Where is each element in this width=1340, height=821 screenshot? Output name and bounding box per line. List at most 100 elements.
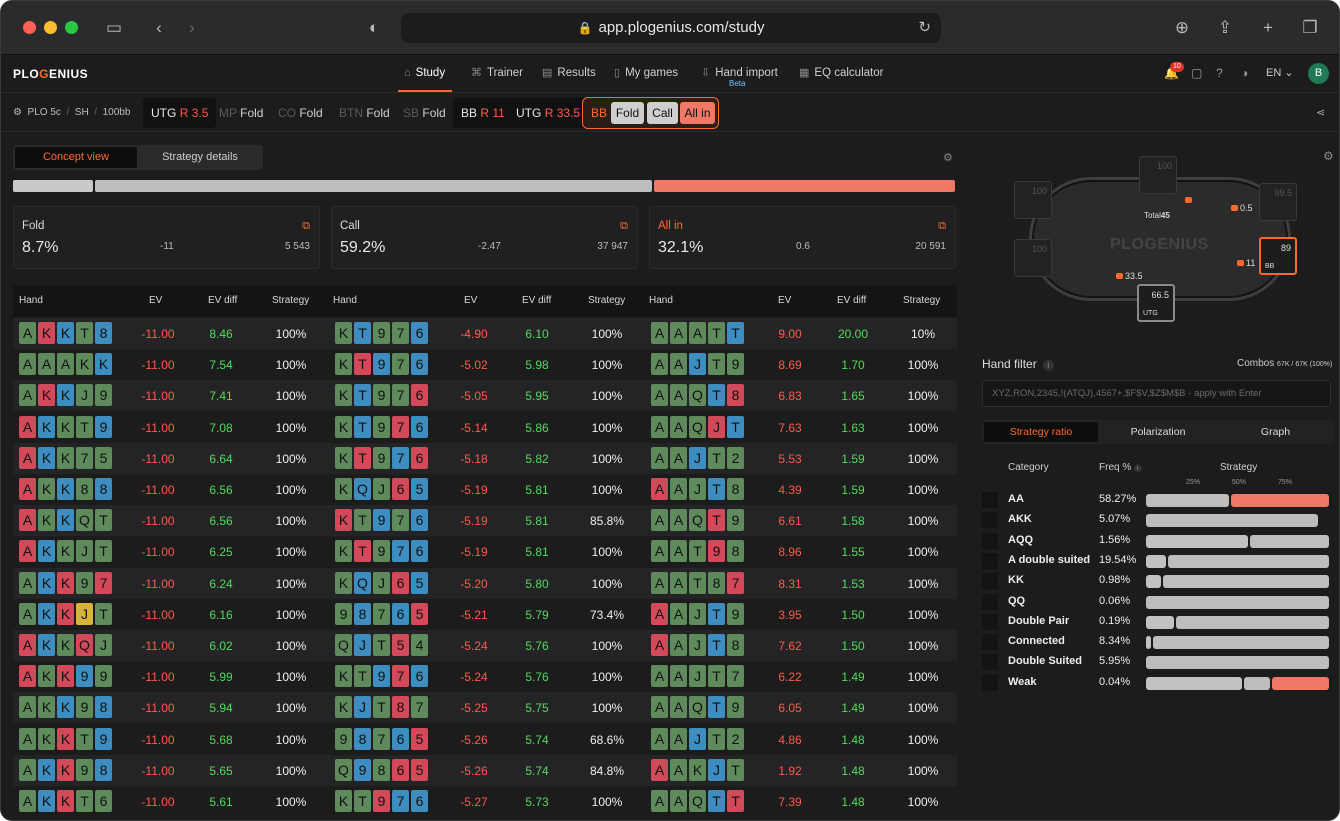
close-window-button[interactable] [23, 21, 36, 34]
fold-button[interactable]: Fold [611, 102, 644, 124]
table-row[interactable] [13, 505, 957, 537]
forward-icon[interactable]: › [189, 18, 195, 37]
path-step-co[interactable]: CO Fold [270, 98, 331, 128]
category-checkbox[interactable] [982, 654, 998, 671]
category-row[interactable]: KK 0.98% [982, 570, 1334, 590]
header-hand[interactable]: Hand [333, 295, 357, 306]
tab-polarization[interactable]: Polarization [1130, 426, 1186, 438]
download-icon[interactable]: ⊕ [1174, 18, 1190, 37]
table-row[interactable] [13, 754, 957, 786]
nav-my-games[interactable]: ▯ My games [614, 56, 678, 92]
table-row[interactable] [13, 786, 957, 817]
table-row[interactable] [13, 318, 957, 349]
copy-icon[interactable]: ⧉ [938, 220, 946, 232]
header-hand[interactable]: Hand [649, 295, 673, 306]
shield-icon[interactable]: ◐ [368, 18, 380, 37]
nav-trainer[interactable]: ⌘ Trainer [471, 56, 523, 92]
back-icon[interactable]: ‹ [156, 18, 162, 37]
tab-concept-view[interactable]: Concept view [15, 147, 137, 168]
info-icon[interactable]: i [1134, 465, 1142, 472]
help-icon[interactable]: ? [1216, 66, 1223, 80]
category-row[interactable]: A double suited 19.54% [982, 550, 1334, 570]
category-checkbox[interactable] [982, 674, 998, 691]
reload-icon[interactable]: ↻ [918, 19, 931, 36]
plogenius-logo[interactable]: PLOGENIUS [13, 67, 88, 81]
all-in-button[interactable]: All in [680, 102, 715, 124]
header-strategy[interactable]: Strategy [272, 295, 310, 306]
share-icon[interactable]: ⇪ [1217, 18, 1233, 37]
category-checkbox[interactable] [982, 552, 998, 569]
header-category[interactable]: Category [1008, 462, 1049, 473]
nav-eq-calculator[interactable]: ▦ EQ calculator [799, 56, 883, 92]
info-icon[interactable]: i [1042, 360, 1054, 371]
language-select[interactable]: EN ⌄ [1266, 67, 1294, 79]
table-row[interactable] [13, 349, 957, 381]
category-row[interactable]: Double Suited 5.95% [982, 651, 1334, 671]
call-button[interactable]: Call [647, 102, 678, 124]
category-row[interactable]: AKK 5.07% [982, 509, 1334, 529]
table-row[interactable] [13, 661, 957, 693]
seat-utg[interactable]: 66.5 UTG [1137, 284, 1175, 322]
address-bar[interactable]: 🔒 app.plogenius.com/study ↻ [401, 13, 941, 43]
path-step-utg-2[interactable]: UTG R 33.5 [508, 98, 589, 128]
path-step-utg[interactable]: UTG R 3.5 [143, 98, 217, 128]
theme-icon[interactable]: ◑ [1241, 66, 1249, 80]
table-row[interactable] [13, 630, 957, 661]
header-ev[interactable]: EV [464, 295, 478, 306]
category-checkbox[interactable] [982, 492, 998, 508]
table-row[interactable] [13, 536, 957, 568]
table-row[interactable] [13, 567, 957, 599]
table-row[interactable] [13, 692, 957, 724]
maximize-window-button[interactable] [65, 21, 78, 34]
category-checkbox[interactable] [982, 613, 998, 630]
sidebar-icon[interactable]: ▭ [105, 18, 123, 37]
share-link-icon[interactable]: ⋖ [1316, 107, 1326, 119]
category-checkbox[interactable] [982, 512, 998, 529]
seat-bb[interactable]: 89 BB [1259, 237, 1297, 275]
header-ev-diff[interactable]: EV diff [208, 295, 238, 306]
header-ev[interactable]: EV [778, 295, 792, 306]
nav-results[interactable]: ▤ Results [542, 56, 596, 92]
avatar[interactable]: B [1308, 63, 1329, 84]
header-ev[interactable]: EV [149, 295, 163, 306]
table-row[interactable] [13, 598, 957, 630]
table-row[interactable] [13, 474, 957, 505]
category-row[interactable]: Weak 0.04% [982, 672, 1334, 692]
tab-strategy-ratio[interactable]: Strategy ratio [984, 422, 1098, 442]
minimize-window-button[interactable] [44, 21, 57, 34]
header-freq[interactable]: Freq % i [1099, 462, 1142, 473]
category-row[interactable]: Connected 8.34% [982, 631, 1334, 651]
chat-icon[interactable]: ▢ [1191, 66, 1203, 80]
